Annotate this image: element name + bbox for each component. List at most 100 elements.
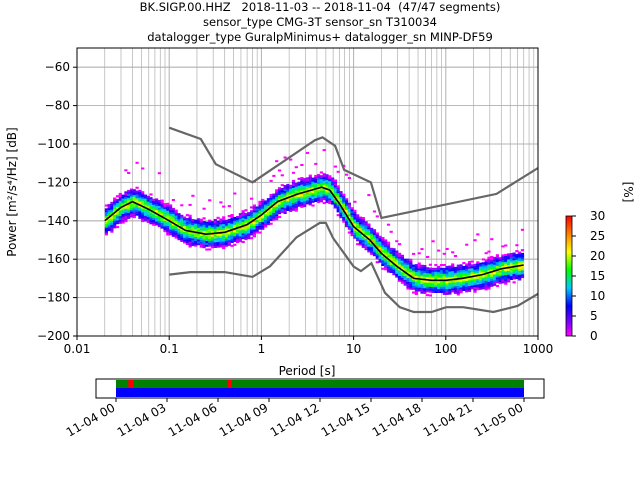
heat-cell [303, 205, 307, 208]
heat-cell [141, 200, 145, 203]
heat-cell [331, 177, 335, 180]
heat-cell [208, 225, 212, 228]
heat-cell [149, 210, 153, 213]
heat-cell [135, 161, 139, 164]
heat-cell [194, 242, 198, 245]
heat-cell [305, 181, 310, 184]
heat-cell [451, 251, 455, 254]
heat-cell [174, 230, 178, 233]
heat-cell [392, 267, 396, 270]
heat-cell [127, 201, 131, 204]
heat-cell [166, 212, 170, 215]
heat-cell [487, 264, 491, 267]
heat-cell [280, 201, 284, 204]
heat-cell [372, 210, 377, 213]
heat-cell [107, 223, 111, 226]
heat-cell [465, 280, 469, 283]
heat-cell [462, 269, 466, 272]
heat-cell [180, 235, 184, 238]
heat-cell [233, 224, 237, 227]
heat-cell [442, 287, 446, 290]
heat-cell [107, 217, 111, 220]
heat-cell [442, 290, 446, 293]
heat-cell [121, 211, 125, 214]
heat-cell [185, 223, 189, 226]
heat-cell [146, 195, 150, 198]
heat-cell [428, 267, 432, 270]
heat-cell [208, 219, 212, 222]
heat-cell [289, 202, 293, 205]
heat-cell [275, 193, 279, 196]
heat-cell [317, 199, 321, 202]
heat-cell [163, 228, 167, 231]
heat-cell [361, 228, 365, 231]
heat-cell [163, 212, 167, 215]
heat-cell [465, 271, 469, 274]
heat-cell [216, 220, 220, 223]
heat-cell [367, 194, 371, 197]
heat-cell [481, 258, 485, 261]
heat-cell [476, 233, 480, 236]
heat-cell [487, 258, 491, 261]
heat-cell [484, 282, 488, 285]
heat-cell [303, 201, 307, 204]
heat-cell [333, 185, 337, 188]
heat-cell [222, 227, 226, 230]
heat-cell [250, 214, 254, 217]
heat-cell [470, 270, 474, 273]
heat-cell [300, 178, 304, 181]
heat-cell [518, 272, 522, 275]
heat-cell [289, 200, 293, 203]
heat-cell [188, 222, 192, 225]
heat-cell [135, 211, 139, 214]
heat-cell [476, 288, 480, 291]
heat-cell [400, 277, 404, 280]
heat-cell [462, 271, 466, 274]
heat-cell [342, 199, 346, 202]
heat-cell [448, 284, 452, 287]
heat-cell [395, 264, 399, 267]
heat-cell [166, 225, 170, 228]
heat-cell [258, 218, 262, 221]
heat-cell [146, 203, 150, 206]
heat-cell [386, 251, 391, 254]
y-tick-label: −200 [37, 329, 70, 343]
heat-cell [392, 252, 396, 255]
heat-cell [442, 285, 446, 288]
heat-cell [498, 264, 502, 267]
heat-cell [367, 250, 371, 253]
heat-cell [166, 233, 170, 236]
heat-cell [110, 226, 114, 229]
heat-cell [479, 285, 483, 288]
heat-cell [459, 273, 463, 276]
heat-cell [194, 240, 198, 243]
heat-cell [216, 243, 220, 246]
heat-cell [213, 242, 217, 245]
heat-cell [308, 195, 312, 198]
heat-cell [372, 229, 377, 232]
heat-cell [417, 287, 421, 290]
heat-cell [420, 285, 424, 288]
heat-cell [291, 171, 296, 174]
heat-cell [297, 177, 301, 180]
heat-cell [104, 210, 108, 213]
heat-cell [255, 229, 259, 232]
heat-cell [333, 204, 337, 207]
heat-cell [247, 217, 251, 220]
heat-cell [300, 188, 304, 191]
heat-cell [261, 221, 265, 224]
heat-cell [227, 215, 231, 218]
heat-cell [378, 247, 382, 250]
heat-cell [384, 250, 388, 253]
heat-cell [152, 206, 156, 209]
heat-cell [283, 204, 287, 207]
heat-cell [311, 196, 315, 199]
heat-cell [222, 237, 226, 240]
heat-cell [110, 230, 114, 233]
heat-cell [305, 200, 310, 203]
heat-cell [224, 240, 229, 243]
heat-cell [467, 287, 472, 290]
heat-cell [138, 193, 142, 196]
heat-cell [467, 261, 472, 264]
heat-cell [275, 160, 279, 163]
